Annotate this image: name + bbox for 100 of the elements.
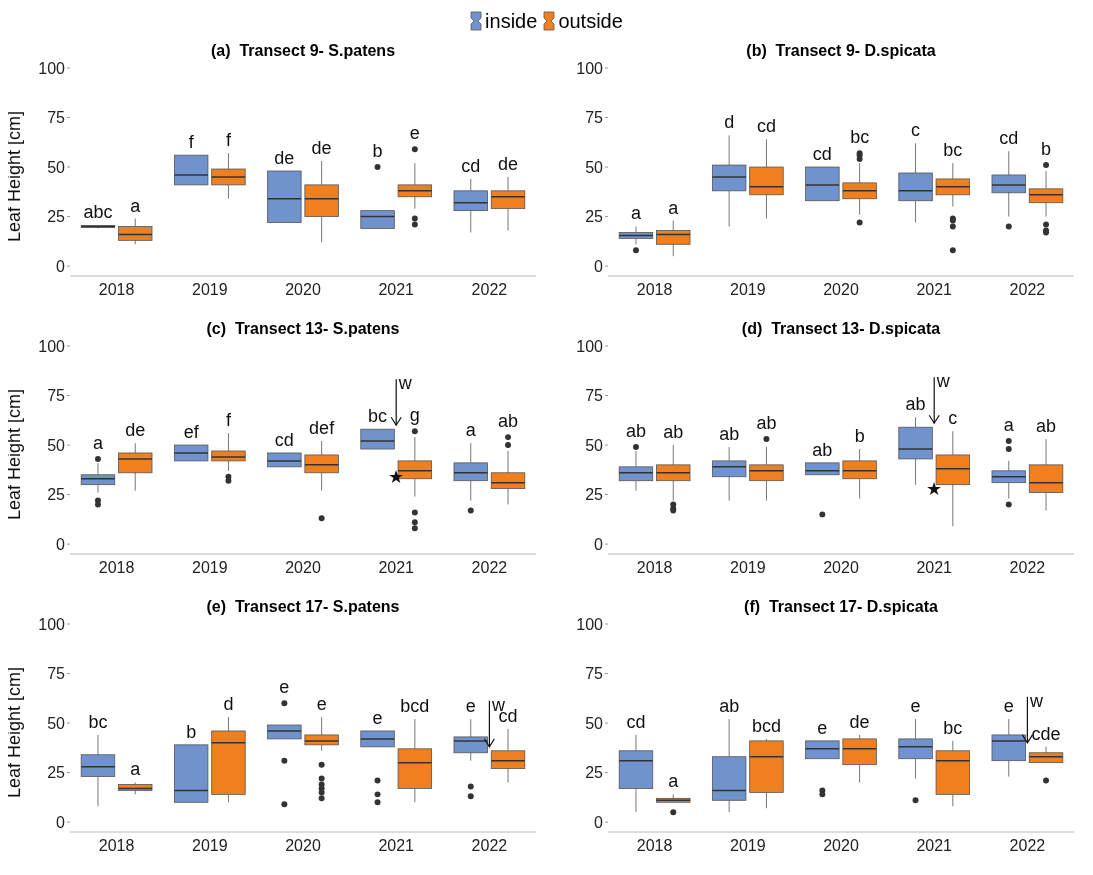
text: ab <box>663 422 684 443</box>
text: f <box>225 410 231 431</box>
x-tick-label: 2019 <box>192 837 228 855</box>
x-tick-label: 2018 <box>98 281 135 299</box>
y-tick-label: 75 <box>47 109 66 127</box>
text: cd <box>274 429 294 450</box>
y-tick-label: 100 <box>576 615 604 633</box>
text: ab <box>498 411 519 432</box>
text: ab <box>905 394 926 415</box>
x-tick-label: 2021 <box>916 837 953 855</box>
y-tick-label: 0 <box>56 257 66 275</box>
text: f <box>225 130 231 151</box>
legend-label: outside <box>558 9 623 33</box>
chart-title: (d) Transect 13- D.spicata <box>740 320 942 338</box>
chart-title: (c) Transect 13- S.patens <box>205 320 401 338</box>
text: d <box>223 694 234 715</box>
y-tick-label: 0 <box>594 813 604 831</box>
y-tick-label: 100 <box>38 615 66 633</box>
x-tick-label: 2021 <box>916 281 953 299</box>
annotation: ★ <box>388 466 405 487</box>
x-tick-label: 2020 <box>823 281 859 299</box>
text: bc <box>943 717 963 738</box>
text: a <box>668 197 679 218</box>
text: cde <box>1031 723 1061 744</box>
chart-title: (a) Transect 9- S.patens <box>209 42 397 60</box>
y-axis-title: Leaf Height [cm] <box>4 666 25 798</box>
text: d <box>724 112 735 133</box>
text: a <box>465 420 476 441</box>
x-tick-label: 2021 <box>378 281 415 299</box>
text: ef <box>183 422 199 443</box>
text: ab <box>719 424 740 445</box>
text: de <box>311 138 332 159</box>
chart-title: (b) Transect 9- D.spicata <box>745 42 937 60</box>
x-tick-label: 2018 <box>636 281 673 299</box>
text: bc <box>368 406 388 427</box>
y-tick-label: 25 <box>585 486 604 504</box>
text: cd <box>461 155 481 176</box>
text: e <box>817 717 828 738</box>
text: ab <box>812 439 833 460</box>
text: b <box>1041 139 1052 160</box>
y-axis-title: Leaf Height [cm] <box>4 110 25 242</box>
y-tick-label: 25 <box>585 208 604 226</box>
text: b <box>854 426 865 447</box>
text: e <box>409 123 420 144</box>
text: a <box>130 195 141 216</box>
text: de <box>849 711 870 732</box>
text: def <box>309 418 335 439</box>
text: ab <box>625 421 646 442</box>
y-tick-label: 75 <box>47 665 66 683</box>
y-tick-label: 0 <box>594 257 604 275</box>
legend-label: inside <box>485 9 538 33</box>
x-tick-label: 2020 <box>823 837 859 855</box>
y-tick-label: 50 <box>47 436 66 454</box>
x-tick-label: 2021 <box>378 559 415 577</box>
y-tick-label: 50 <box>585 158 604 176</box>
y-tick-label: 75 <box>47 387 66 405</box>
text: bc <box>88 711 108 732</box>
y-tick-label: 0 <box>56 813 66 831</box>
y-tick-label: 50 <box>585 714 604 732</box>
text: f <box>188 132 194 153</box>
text: c <box>948 408 958 429</box>
x-tick-label: 2019 <box>730 281 766 299</box>
text: a <box>1003 415 1014 436</box>
x-tick-label: 2019 <box>192 559 228 577</box>
y-tick-label: 25 <box>585 764 604 782</box>
y-tick-label: 100 <box>576 59 604 77</box>
x-tick-label: 2022 <box>471 559 508 577</box>
text: de <box>498 153 519 174</box>
y-tick-label: 50 <box>585 436 604 454</box>
y-tick-label: 0 <box>594 535 604 553</box>
x-tick-label: 2020 <box>823 559 859 577</box>
x-tick-label: 2022 <box>1009 281 1046 299</box>
text: ab <box>719 696 740 717</box>
text: cd <box>626 711 646 732</box>
annotation: w <box>397 373 413 394</box>
x-tick-label: 2021 <box>916 559 953 577</box>
y-tick-label: 25 <box>47 764 66 782</box>
text: de <box>274 148 295 169</box>
chart-title: (f) Transect 17- D.spicata <box>743 598 939 616</box>
y-tick-label: 75 <box>585 387 604 405</box>
text: de <box>125 420 146 441</box>
x-tick-label: 2022 <box>1009 559 1046 577</box>
text: a <box>668 771 679 792</box>
y-tick-label: 50 <box>47 158 66 176</box>
text: b <box>372 141 383 162</box>
text: bcd <box>400 696 430 717</box>
y-tick-label: 0 <box>56 535 66 553</box>
x-tick-label: 2022 <box>1009 837 1046 855</box>
x-tick-label: 2018 <box>636 837 673 855</box>
y-tick-label: 75 <box>585 665 604 683</box>
x-tick-label: 2019 <box>730 837 766 855</box>
x-tick-label: 2020 <box>285 559 321 577</box>
y-axis-title: Leaf Height [cm] <box>4 388 25 520</box>
x-tick-label: 2018 <box>636 559 673 577</box>
text: e <box>1003 696 1014 717</box>
x-tick-label: 2020 <box>285 837 321 855</box>
annotation: w <box>1028 690 1044 711</box>
text: bc <box>850 127 870 148</box>
y-tick-label: 25 <box>47 208 66 226</box>
text: e <box>372 707 383 728</box>
